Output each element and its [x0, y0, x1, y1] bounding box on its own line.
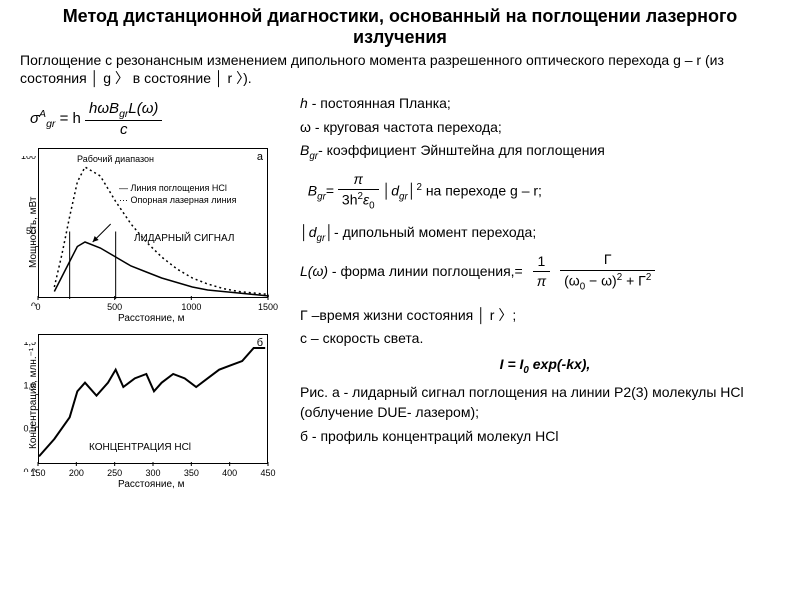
sigma-fraction: hωBgrL(ω) c — [85, 100, 162, 138]
chart-b: б КОНЦЕНТРАЦИЯ HCl — [38, 334, 268, 464]
bgr-formula: Bgr= π 3h2ε0 │dgr│2 на переходе g – r; — [300, 170, 790, 214]
svg-text:300: 300 — [145, 468, 160, 478]
def-I: I = I0 exp(-kx), — [300, 355, 790, 378]
svg-text:350: 350 — [184, 468, 199, 478]
def-c: c – скорость света. — [300, 329, 790, 349]
def-gamma: Γ –время жизни состояния │ r 〉; — [300, 306, 790, 326]
label-hcl: — Линия поглощения HCl — [119, 183, 227, 193]
svg-text:50: 50 — [26, 226, 36, 236]
sigma-sym: σ — [30, 110, 39, 127]
svg-text:0: 0 — [31, 301, 36, 306]
svg-text:200: 200 — [69, 468, 84, 478]
svg-text:400: 400 — [222, 468, 237, 478]
chart-a-xlabel: Расстояние, м — [118, 313, 184, 324]
chart-b-xlabel: Расстояние, м — [118, 479, 184, 490]
svg-text:1500: 1500 — [258, 302, 278, 312]
label-opor: ⋯ Опорная лазерная линия — [119, 195, 236, 206]
svg-text:250: 250 — [107, 468, 122, 478]
caption-b: б - профиль концентраций молекул HCl — [300, 427, 790, 447]
label-rabochy: Рабочий диапазон — [77, 155, 154, 164]
def-h: h h - постоянная Планка;- постоянная Пла… — [300, 94, 790, 114]
intro-text: Поглощение с резонансным изменением дипо… — [0, 48, 800, 90]
svg-text:0,0: 0,0 — [23, 467, 36, 472]
chart-a: а Рабочий диапазон — Линия поглощения HC… — [38, 148, 268, 298]
definitions-column: h h - постоянная Планка;- постоянная Пла… — [300, 90, 790, 450]
def-L: L(ω) - форма линии поглощения,= 1π Γ (ω0… — [300, 250, 790, 294]
svg-text:1,5: 1,5 — [23, 342, 36, 347]
label-konc: КОНЦЕНТРАЦИЯ HCl — [89, 442, 191, 453]
def-bgr: Bgr- коэффициент Эйнштейна для поглощени… — [300, 141, 790, 164]
chart-a-corner: а — [257, 151, 263, 163]
page-title: Метод дистанционной диагностики, основан… — [0, 0, 800, 48]
caption-a: Рис. а - лидарный сигнал поглощения на л… — [300, 383, 790, 422]
svg-text:1,0: 1,0 — [23, 380, 36, 390]
svg-text:500: 500 — [107, 302, 122, 312]
L-frac1: 1π — [533, 252, 550, 292]
svg-text:450: 450 — [260, 468, 275, 478]
label-lidar: ЛИДАРНЫЙ СИГНАЛ — [134, 233, 234, 244]
def-omega: ω - круговая частота перехода; — [300, 118, 790, 138]
L-frac2: Γ (ω0 − ω)2 + Γ2 — [560, 250, 655, 294]
formula-sigma: σAgr = h hωBgrL(ω) c — [30, 100, 250, 138]
svg-text:0,5: 0,5 — [23, 424, 36, 434]
svg-text:100: 100 — [21, 156, 36, 161]
charts-column: Мощность, мВт а Рабочий диапазон — Линия… — [10, 140, 290, 468]
def-dgr: │dgr│- дипольный момент перехода; — [300, 223, 790, 246]
chart-b-corner: б — [257, 337, 263, 349]
svg-text:1000: 1000 — [181, 302, 201, 312]
